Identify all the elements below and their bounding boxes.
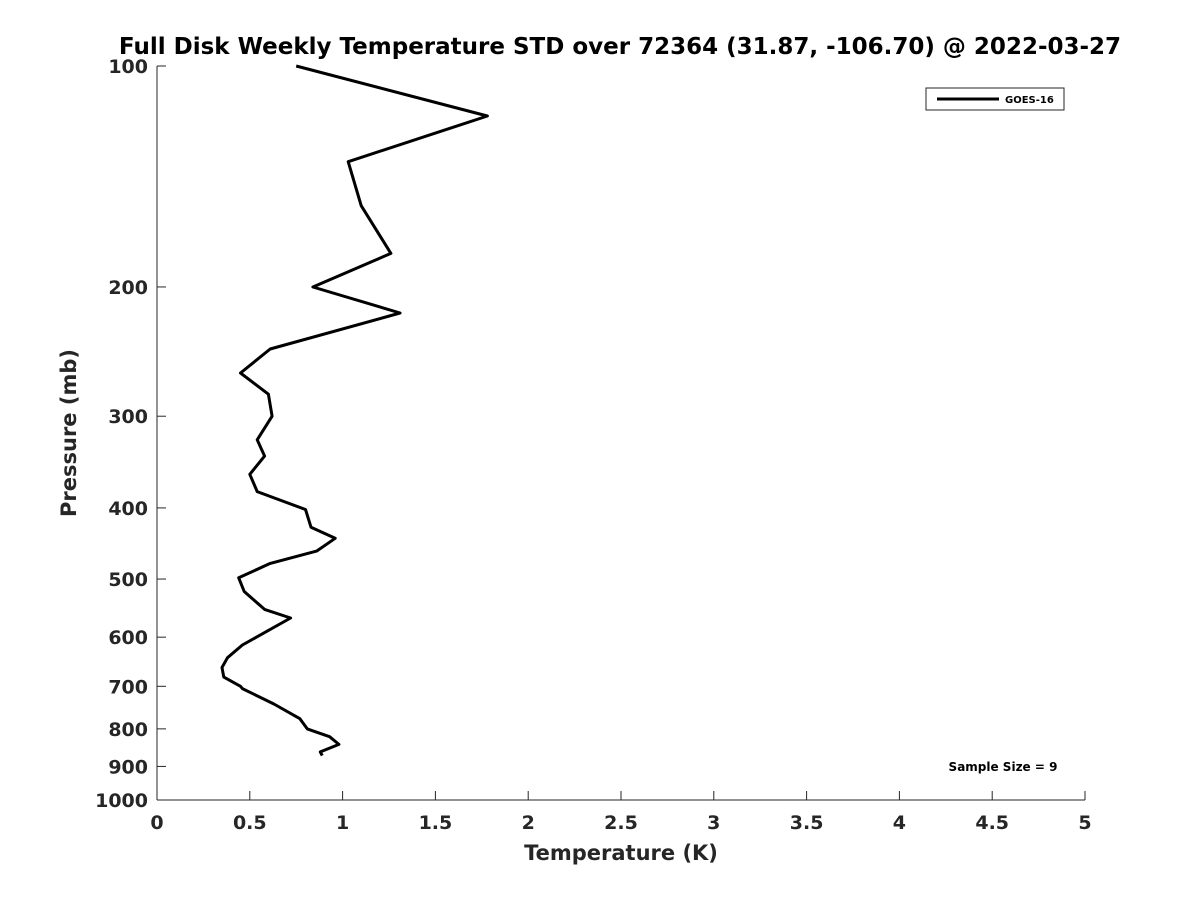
x-tick-label: 1 <box>336 812 349 834</box>
x-tick-label: 0.5 <box>233 812 267 834</box>
series-group <box>220 64 489 757</box>
y-tick-label: 400 <box>108 498 148 520</box>
y-tick-label: 600 <box>108 627 148 649</box>
y-ticks: 100 200 300 400 500 600 700 800 900 1000 <box>95 56 166 812</box>
y-tick-label: 700 <box>108 676 148 698</box>
series-line-goes-16 <box>220 64 489 757</box>
x-tick-label: 0 <box>150 812 163 834</box>
x-tick-label: 3 <box>707 812 720 834</box>
x-ticks: 0 0.5 1 1.5 2 2.5 3 3.5 4 4.5 5 <box>150 791 1092 834</box>
sample-size-annotation: Sample Size = 9 <box>949 760 1058 774</box>
x-axis-label: Temperature (K) <box>524 841 718 865</box>
x-tick-label: 4 <box>893 812 906 834</box>
chart-title: Full Disk Weekly Temperature STD over 72… <box>119 34 1121 60</box>
y-tick-label: 1000 <box>95 790 148 812</box>
y-tick-label: 500 <box>108 569 148 591</box>
x-tick-label: 5 <box>1078 812 1091 834</box>
x-tick-label: 2.5 <box>604 812 638 834</box>
y-tick-label: 900 <box>108 756 148 778</box>
legend-entry-goes-16: GOES-16 <box>1005 95 1054 106</box>
x-tick-label: 3.5 <box>790 812 824 834</box>
y-axis-label: Pressure (mb) <box>57 349 81 517</box>
y-tick-label: 100 <box>108 56 148 78</box>
legend: GOES-16 <box>925 87 1065 111</box>
x-tick-label: 1.5 <box>419 812 453 834</box>
x-tick-label: 2 <box>522 812 535 834</box>
y-tick-label: 800 <box>108 719 148 741</box>
y-tick-label: 200 <box>108 277 148 299</box>
x-tick-label: 4.5 <box>975 812 1009 834</box>
y-tick-label: 300 <box>108 406 148 428</box>
